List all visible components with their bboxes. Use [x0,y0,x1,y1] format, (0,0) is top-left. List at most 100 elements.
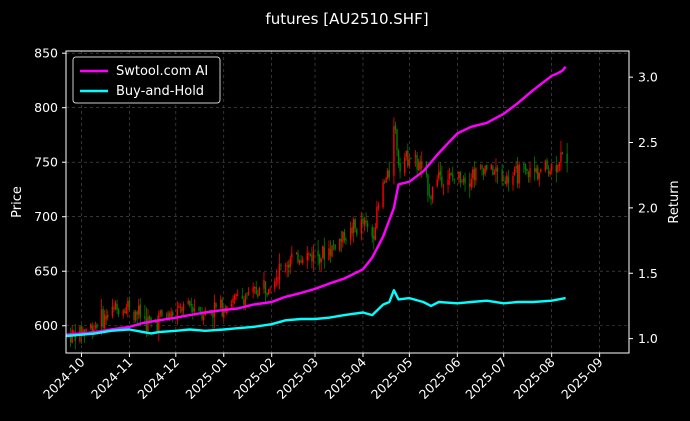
y-left-tick-label: 800 [34,100,58,115]
legend-box [72,56,221,104]
candle-body [243,299,245,305]
candle-body [547,170,550,174]
candle-body [213,302,216,317]
y-left-tick-label: 700 [34,209,58,224]
candle-body [190,303,192,306]
candle-body [394,125,397,130]
candle-body [113,307,115,309]
candle-body [221,299,223,317]
candle-body [308,253,310,254]
candle-body [464,177,466,184]
candle-body [387,170,389,179]
candle-body [269,288,271,290]
candle-body [431,186,434,200]
candle-body [275,278,278,280]
candle-body [334,244,336,250]
candle-body [430,196,432,200]
candle-body [127,300,129,308]
candle-body [252,287,254,293]
candle-body [288,264,290,268]
x-tick-label: 2025-02 [230,355,278,403]
candle-body [447,179,449,185]
candle-body [170,311,172,318]
candle-body [147,316,149,331]
candle-body [168,313,171,317]
candle-body [114,302,117,310]
candle-body [223,309,225,318]
candle-body [103,314,106,329]
candle-body [343,231,346,241]
candle-body [399,162,401,172]
candle-body [526,168,528,172]
y-right-tick-label: 2.5 [638,135,658,150]
candle-body [441,176,443,186]
candle-body [351,227,353,234]
candle-body [111,306,114,317]
candle-body [349,227,352,240]
candle-body [342,231,344,243]
candle-body [405,150,407,157]
candle-body [116,304,118,310]
candle-body [365,220,367,223]
x-tick-label: 2024-11 [88,355,136,403]
candle-body [137,305,140,315]
candle-body [481,165,483,169]
candle-body [102,309,104,328]
candle-body [263,280,265,289]
candle-body [468,183,471,187]
candle-body [450,172,452,175]
candle-body [518,164,520,184]
candle-body [125,307,128,315]
candle-body [306,253,308,261]
y-right-tick-label: 3.0 [638,70,658,85]
candle-body [473,168,476,180]
legend-label-ai: Swtool.com AI [116,64,208,79]
candle-body [414,154,417,158]
candle-body [91,325,93,334]
candle-body [253,287,256,289]
candle-body [549,171,551,175]
candle-body [150,318,152,322]
candle-body [356,228,358,235]
candle-body [257,294,259,297]
candle-body [161,310,163,316]
y-axis-left-label: Price [10,186,25,218]
candle-body [264,281,267,294]
candle-body [274,281,276,289]
candle-body [503,180,505,181]
candle-body [537,167,539,180]
candle-body [451,174,454,178]
candle-body [193,308,196,312]
candle-body [179,307,182,308]
candle-body [318,254,321,264]
candle-body [363,219,366,225]
candle-body [560,152,562,162]
y-left-tick-label: 850 [34,46,58,61]
candle-body [323,247,325,260]
candle-body [198,307,200,311]
candle-body [383,181,386,183]
candle-body [128,300,131,311]
candle-body [134,311,137,320]
candle-body [524,164,527,170]
candle-body [515,166,517,169]
candle-body [280,265,282,266]
candle-body [331,245,333,257]
candle-body [407,150,409,167]
x-tick-label: 2025-08 [510,354,558,402]
candle-body [286,265,288,267]
candle-body [438,172,440,179]
candle-body [181,307,183,312]
plot-frame [65,50,630,354]
series-line-buy-and-hold [65,289,566,338]
candle-body [421,161,423,169]
candle-body [258,287,261,296]
candle-body [486,164,488,170]
candle-body [93,328,95,332]
candle-body [105,316,107,320]
candle-body [117,309,120,315]
candle-body [320,258,322,262]
candle-body [329,249,332,256]
candle-body [566,153,568,164]
